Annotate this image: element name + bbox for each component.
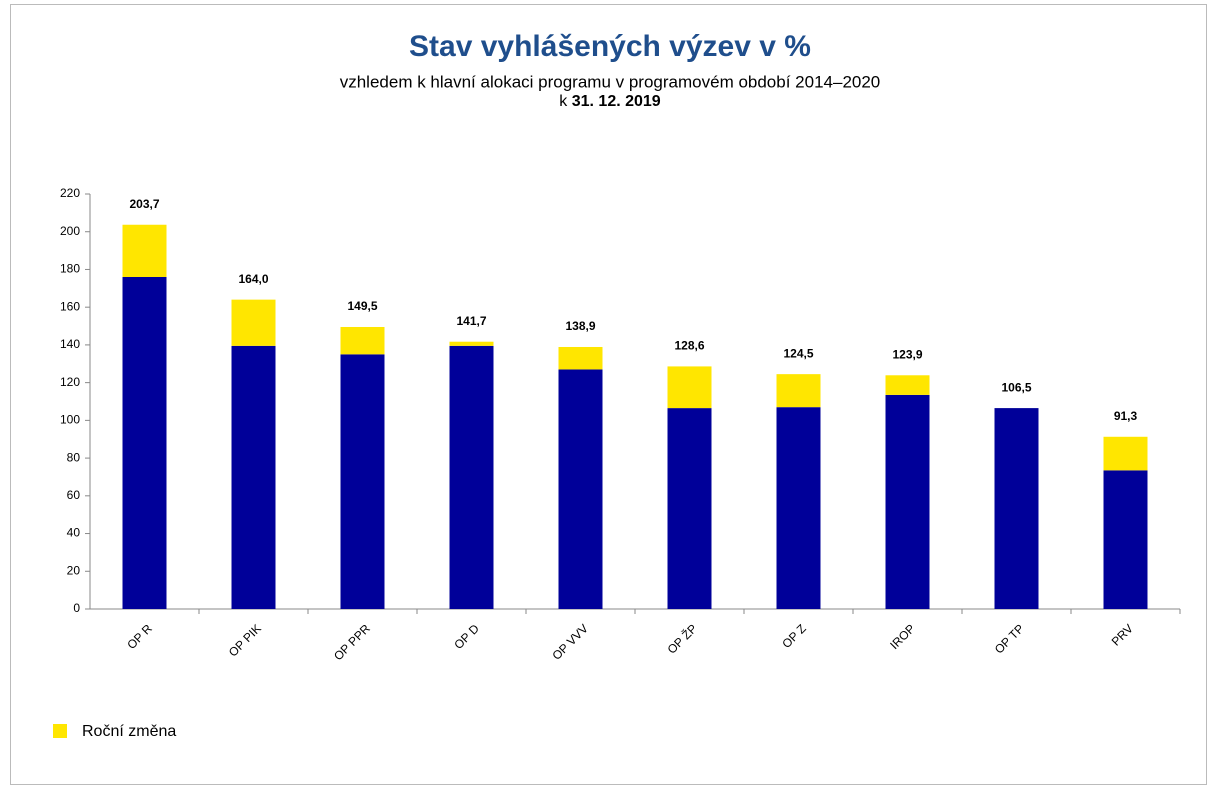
date-prefix: k <box>559 93 568 110</box>
bar-segment <box>122 277 167 609</box>
y-tick-label: 220 <box>60 186 80 200</box>
total-label: 128,6 <box>674 339 704 353</box>
bar-segment <box>449 345 494 609</box>
bar-segment <box>776 374 821 408</box>
chart-title: Stav vyhlášených výzev v % <box>409 30 811 63</box>
date-line: k 31. 12. 2019 <box>559 93 661 110</box>
bar-segment <box>994 408 1039 609</box>
bar-segment <box>122 224 167 277</box>
legend-label: Roční změna <box>82 723 176 740</box>
y-tick-label: 120 <box>60 375 80 389</box>
total-label: 91,3 <box>1114 409 1138 423</box>
total-label: 138,9 <box>565 319 595 333</box>
y-tick-label: 80 <box>67 450 81 464</box>
total-label: 203,7 <box>129 197 159 211</box>
bar-segment <box>449 341 494 346</box>
y-tick-label: 200 <box>60 224 80 238</box>
y-tick-label: 100 <box>60 413 80 427</box>
bar-segment <box>885 375 930 395</box>
total-label: 123,9 <box>892 347 922 361</box>
y-tick-label: 160 <box>60 299 80 313</box>
legend-swatch <box>53 724 67 738</box>
total-label: 164,0 <box>238 272 268 286</box>
bar-segment <box>1103 436 1148 471</box>
y-tick-label: 0 <box>73 601 80 615</box>
bar-segment <box>558 346 603 370</box>
total-label: 106,5 <box>1001 380 1031 394</box>
total-label: 141,7 <box>456 314 486 328</box>
bar-segment <box>340 354 385 609</box>
chart-subtitle: vzhledem k hlavní alokaci programu v pro… <box>340 72 881 91</box>
bar-segment <box>1103 470 1148 609</box>
bar-segment <box>667 408 712 609</box>
bar-segment <box>885 394 930 609</box>
chart-frame <box>10 4 1207 785</box>
date: 31. 12. 2019 <box>572 93 661 110</box>
y-tick-label: 140 <box>60 337 80 351</box>
y-tick-label: 40 <box>67 526 81 540</box>
bar-segment <box>231 299 276 346</box>
bar-segment <box>558 369 603 609</box>
y-tick-label: 20 <box>67 563 81 577</box>
bar-segment <box>231 345 276 609</box>
total-label: 124,5 <box>783 346 813 360</box>
total-label: 149,5 <box>347 299 377 313</box>
y-tick-label: 60 <box>67 488 81 502</box>
bar-segment <box>776 407 821 609</box>
y-tick-label: 180 <box>60 262 80 276</box>
bar-segment <box>667 366 712 409</box>
bar-segment <box>340 326 385 355</box>
